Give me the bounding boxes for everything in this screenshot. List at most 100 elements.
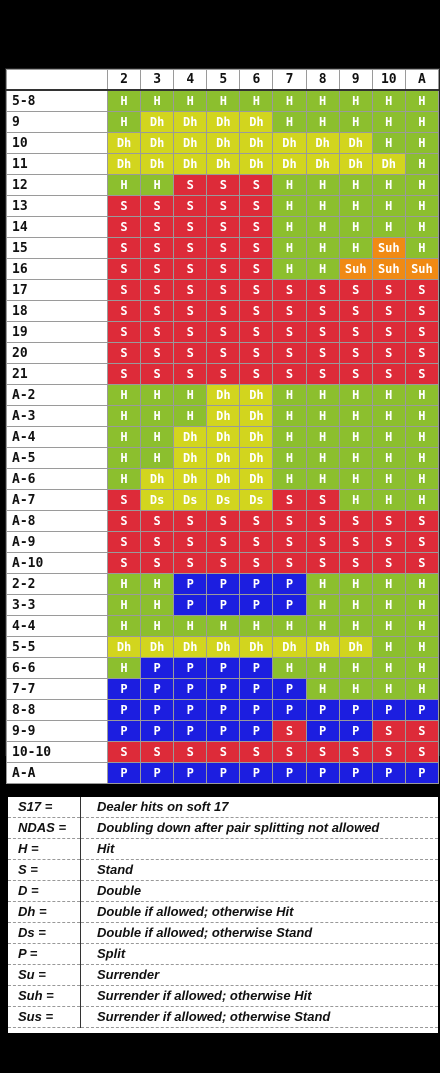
- action-cell: H: [305, 384, 340, 406]
- action-cell: H: [272, 174, 307, 196]
- action-cell: P: [239, 720, 274, 742]
- action-cell: P: [272, 699, 307, 721]
- action-cell: S: [239, 216, 274, 238]
- action-cell: S: [239, 552, 274, 574]
- action-cell: P: [371, 762, 406, 784]
- strategy-body: 5-8 H H H H H H H H H H 9 H Dh Dh Dh Dh H H H H H 10 Dh Dh Dh Dh Dh…: [6, 89, 440, 784]
- action-cell: P: [106, 762, 142, 784]
- action-cell: S: [338, 741, 373, 763]
- action-cell: H: [338, 384, 373, 406]
- dealer-upcard-header: 10: [371, 69, 406, 91]
- legend-definition: Double if allowed; otherwise Stand: [80, 922, 438, 944]
- action-cell: S: [404, 342, 440, 364]
- action-cell: H: [404, 89, 440, 112]
- legend-row: D = Double: [8, 880, 438, 902]
- action-cell: H: [239, 615, 274, 637]
- action-cell: Dh: [272, 153, 307, 175]
- action-cell: S: [404, 363, 440, 385]
- legend-row: Sus = Surrender if allowed; otherwise Sta…: [8, 1006, 438, 1028]
- action-cell: P: [106, 699, 142, 721]
- action-cell: Dh: [140, 111, 175, 133]
- legend-definition: Surrender if allowed; otherwise Stand: [80, 1006, 438, 1028]
- action-cell: H: [338, 111, 373, 133]
- action-cell: Dh: [206, 636, 241, 658]
- action-cell: H: [404, 678, 440, 700]
- action-cell: S: [206, 321, 241, 343]
- action-cell: S: [206, 237, 241, 259]
- strategy-row: 16 S S S S S H H Suh Suh Suh: [6, 258, 440, 280]
- action-cell: H: [239, 89, 274, 112]
- action-cell: H: [272, 447, 307, 469]
- player-hand-label: A-9: [6, 531, 108, 553]
- action-cell: H: [106, 657, 142, 679]
- action-cell: S: [173, 342, 208, 364]
- action-cell: S: [338, 510, 373, 532]
- legend-body: S17 = Dealer hits on soft 17 NDAS = Doublin…: [8, 797, 438, 1028]
- action-cell: S: [272, 279, 307, 301]
- dealer-upcard-header-row: 2 3 4 5 6 7 8 9 10 A: [6, 69, 440, 91]
- strategy-row: 17 S S S S S S S S S S: [6, 279, 440, 301]
- player-hand-label: 19: [6, 321, 108, 343]
- legend-definition: Dealer hits on soft 17: [80, 797, 438, 818]
- action-cell: Dh: [206, 153, 241, 175]
- action-cell: Dh: [206, 468, 241, 490]
- action-cell: S: [140, 342, 175, 364]
- action-cell: Dh: [338, 132, 373, 154]
- strategy-row: 10-10 S S S S S S S S S S: [6, 741, 440, 763]
- action-cell: H: [173, 615, 208, 637]
- action-cell: H: [371, 426, 406, 448]
- action-cell: H: [371, 468, 406, 490]
- player-hand-label: 15: [6, 237, 108, 259]
- action-cell: S: [239, 195, 274, 217]
- action-cell: S: [239, 237, 274, 259]
- action-cell: S: [371, 720, 406, 742]
- action-cell: H: [305, 447, 340, 469]
- action-cell: H: [371, 405, 406, 427]
- action-cell: P: [305, 720, 340, 742]
- action-cell: Dh: [173, 468, 208, 490]
- action-cell: H: [338, 195, 373, 217]
- action-cell: S: [206, 531, 241, 553]
- action-cell: H: [272, 237, 307, 259]
- action-cell: S: [404, 531, 440, 553]
- action-cell: Suh: [404, 258, 440, 280]
- action-cell: S: [173, 300, 208, 322]
- action-cell: S: [272, 300, 307, 322]
- action-cell: H: [338, 426, 373, 448]
- player-hand-label: 8-8: [6, 699, 108, 721]
- player-hand-label: A-7: [6, 489, 108, 511]
- action-cell: S: [371, 300, 406, 322]
- action-cell: Dh: [272, 132, 307, 154]
- action-cell: S: [305, 510, 340, 532]
- strategy-row: 7-7 P P P P P P H H H H: [6, 678, 440, 700]
- action-cell: H: [106, 89, 142, 112]
- dealer-upcard-header: 4: [173, 69, 208, 91]
- player-hand-label: A-5: [6, 447, 108, 469]
- legend-term: NDAS =: [8, 817, 81, 839]
- action-cell: P: [206, 573, 241, 595]
- action-cell: H: [106, 384, 142, 406]
- legend-definition: Surrender: [80, 964, 438, 986]
- action-cell: P: [140, 657, 175, 679]
- action-cell: S: [272, 531, 307, 553]
- strategy-row: A-3 H H H Dh Dh H H H H H: [6, 405, 440, 427]
- player-hand-label: 4-4: [6, 615, 108, 637]
- player-hand-label: 9-9: [6, 720, 108, 742]
- action-cell: S: [206, 300, 241, 322]
- strategy-chart: 2 3 4 5 6 7 8 9 10 A 5-8 H H H H H H H H H H 9 H Dh Dh Dh Dh H H H H H…: [5, 68, 440, 784]
- action-cell: P: [173, 699, 208, 721]
- action-cell: S: [404, 279, 440, 301]
- action-cell: P: [173, 678, 208, 700]
- action-cell: H: [404, 111, 440, 133]
- action-cell: H: [338, 615, 373, 637]
- action-cell: H: [140, 426, 175, 448]
- strategy-row: A-2 H H H Dh Dh H H H H H: [6, 384, 440, 406]
- action-cell: S: [173, 237, 208, 259]
- action-cell: Dh: [239, 111, 274, 133]
- action-cell: Dh: [305, 636, 340, 658]
- action-cell: P: [239, 699, 274, 721]
- action-cell: H: [106, 573, 142, 595]
- legend-term: Su =: [8, 964, 81, 986]
- action-cell: S: [239, 342, 274, 364]
- dealer-upcard-header: 2: [106, 69, 142, 91]
